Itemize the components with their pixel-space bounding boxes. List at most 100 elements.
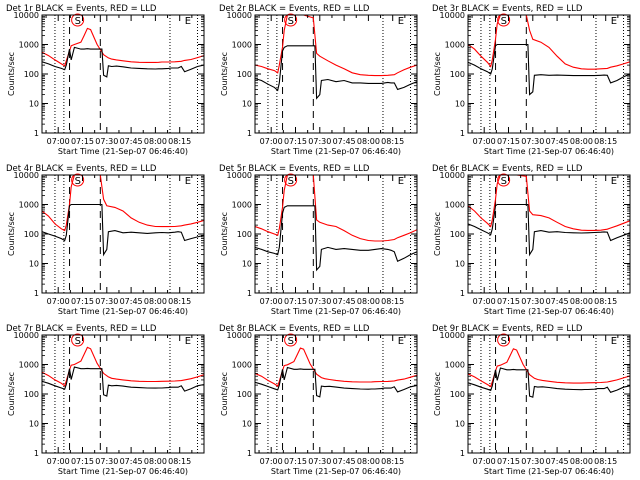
y-tick-label: 100 [24,230,39,239]
series-events [255,366,417,398]
x-tick-label: 07:00 [47,457,70,466]
start-marker-circle [284,333,298,347]
end-marker-label: E [611,336,617,347]
series-events [255,45,417,100]
panel-title: Det 4r BLACK = Events, RED = LLD [6,164,157,174]
series-lld [255,175,417,242]
y-tick-label: 10000 [14,331,39,340]
series-events [42,46,204,78]
x-axis-label: Start Time (21-Sep-07 06:46:40) [484,147,614,156]
series-lld [255,15,417,77]
panel-title: Det 7r BLACK = Events, RED = LLD [6,324,157,334]
x-tick-label: 08:00 [144,137,167,146]
x-tick-label: 07:15 [284,137,307,146]
y-tick-label: 1000 [232,361,252,370]
plot-frame [467,14,631,134]
start-marker-label: S [75,336,81,347]
x-tick-label: 07:30 [95,457,118,466]
panel-title: Det 8r BLACK = Events, RED = LLD [219,324,370,334]
plot-frame [254,14,418,134]
y-tick-label: 10000 [227,171,252,180]
end-marker-label: E [185,336,191,347]
x-tick-label: 08:15 [168,457,191,466]
x-tick-label: 07:30 [95,137,118,146]
x-tick-label: 08:00 [144,297,167,306]
series-events [468,43,630,96]
x-tick-label: 07:00 [473,457,496,466]
y-axis-label: Counts/sec [7,372,16,416]
x-tick-label: 08:15 [594,457,617,466]
detector-panel-6: Det 6r BLACK = Events, RED = LLD S E 1 10 100… [432,164,631,316]
start-marker-label: S [501,176,507,187]
start-marker-circle [497,13,511,27]
y-tick-label: 1 [247,289,252,298]
panel-title: Det 9r BLACK = Events, RED = LLD [432,324,583,334]
x-tick-label: 08:15 [168,297,191,306]
x-tick-label: 07:30 [521,297,544,306]
series-events [468,367,630,398]
y-tick-label: 1 [460,289,465,298]
series-lld [468,348,630,388]
x-tick-label: 07:00 [260,297,283,306]
end-marker-label: E [398,176,404,187]
start-marker-label: S [501,336,507,347]
x-tick-label: 07:30 [308,297,331,306]
start-marker-circle [71,333,85,347]
x-tick-label: 07:30 [521,137,544,146]
x-tick-label: 07:15 [497,137,520,146]
x-tick-label: 08:00 [144,457,167,466]
y-tick-label: 10 [29,420,39,429]
y-tick-label: 100 [237,390,252,399]
x-tick-label: 07:30 [308,457,331,466]
start-marker-circle [71,173,85,187]
y-tick-label: 1000 [445,201,465,210]
plot-frame [467,174,631,294]
end-marker-label: E [398,336,404,347]
x-axis-label: Start Time (21-Sep-07 06:46:40) [58,467,188,476]
x-tick-label: 07:15 [284,457,307,466]
x-tick-label: 07:45 [546,297,569,306]
series-events [255,205,417,272]
x-axis-label: Start Time (21-Sep-07 06:46:40) [271,467,401,476]
x-tick-label: 07:00 [473,297,496,306]
series-lld [255,347,417,387]
panel-title: Det 2r BLACK = Events, RED = LLD [219,4,370,14]
y-axis-label: Counts/sec [433,52,442,96]
y-tick-label: 100 [450,70,465,79]
y-tick-label: 10 [242,260,252,269]
detector-panel-1: Det 1r BLACK = Events, RED = LLD S E 1 10 100… [6,4,205,156]
y-tick-label: 10 [242,420,252,429]
plot-frame [254,174,418,294]
series-events [42,203,204,257]
y-tick-label: 1000 [19,201,39,210]
start-marker-label: S [288,16,294,27]
y-tick-label: 1 [247,449,252,458]
y-tick-label: 1 [460,449,465,458]
end-marker-label: E [611,176,617,187]
y-tick-label: 1000 [19,41,39,50]
x-tick-label: 07:45 [120,137,143,146]
end-marker-label: E [398,16,404,27]
series-lld [468,15,630,70]
x-tick-label: 07:00 [260,137,283,146]
series-lld [42,346,204,387]
x-tick-label: 07:15 [71,457,94,466]
x-tick-label: 08:00 [570,137,593,146]
y-tick-label: 100 [237,230,252,239]
x-tick-label: 07:00 [47,297,70,306]
y-tick-label: 100 [450,390,465,399]
x-tick-label: 07:30 [308,137,331,146]
start-marker-circle [284,173,298,187]
y-tick-label: 100 [24,70,39,79]
y-axis-label: Counts/sec [220,52,229,96]
x-axis-label: Start Time (21-Sep-07 06:46:40) [484,467,614,476]
x-tick-label: 08:15 [594,297,617,306]
start-marker-circle [284,13,298,27]
x-tick-label: 07:30 [95,297,118,306]
x-tick-label: 07:45 [333,297,356,306]
panel-title: Det 6r BLACK = Events, RED = LLD [432,164,583,174]
y-axis-label: Counts/sec [433,212,442,256]
series-lld [42,175,204,232]
y-axis-label: Counts/sec [7,212,16,256]
